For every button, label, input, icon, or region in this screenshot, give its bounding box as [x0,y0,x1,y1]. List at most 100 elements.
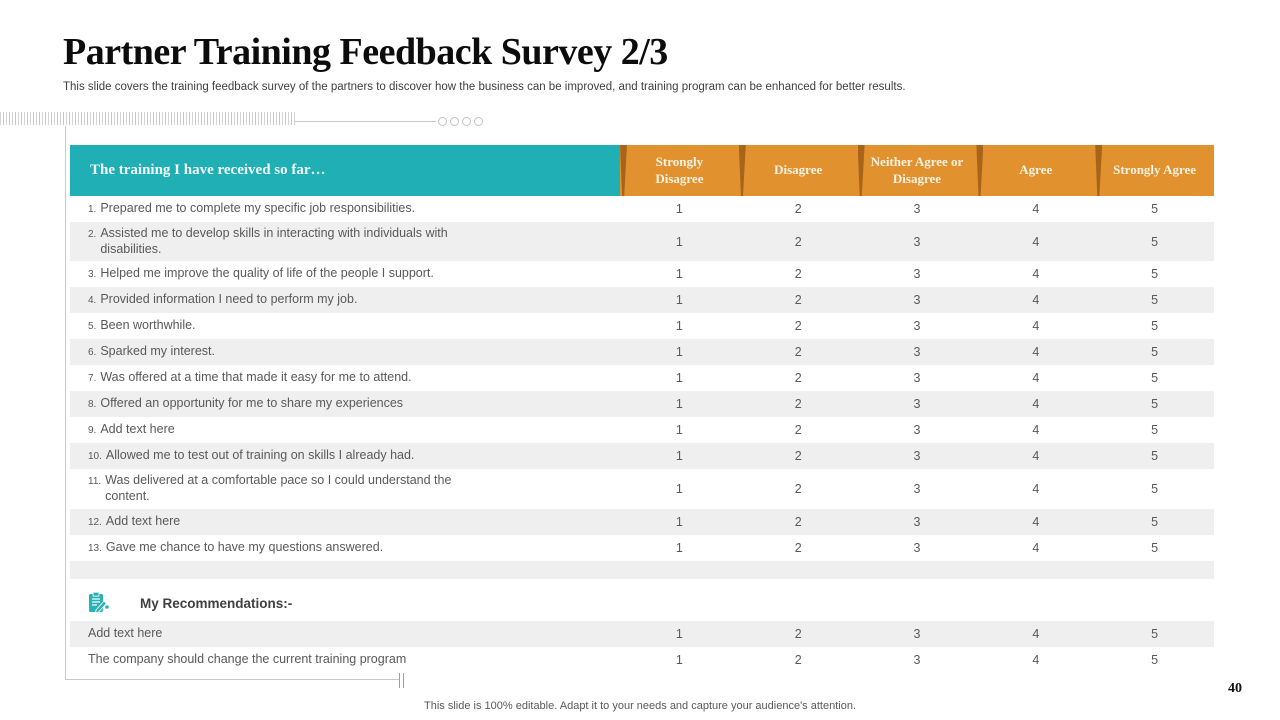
statement-text: Was offered at a time that made it easy … [100,370,412,385]
statement-text[interactable]: Add text here [105,513,181,528]
rating-value-cell: 3 [913,345,921,360]
recommendations-body: Add text here 1 2 3 4 5 The company should cha… [70,620,1214,673]
footer-note: This slide is 100% editable. Adapt it to… [424,700,856,712]
rating-value-cell: 4 [1032,423,1040,438]
barcode-decoration [0,112,295,125]
rating-value-cell: 3 [913,319,921,334]
rating-value-cell: 3 [913,423,921,438]
statement-text[interactable]: Add text here [100,422,175,437]
survey-table: The training I have received so far… Str… [70,145,1214,673]
statement-cell: 2. Assisted me to develop skills in inter… [70,222,620,261]
row-number: 7. [88,373,97,385]
statement-text: Prepared me to complete my specific job … [100,201,416,216]
rating-value-cell: 4 [1032,514,1040,529]
statement-cell: 5. Been worthwhile. [70,313,620,339]
statement-cell: 7. Was offered at a time that made it eas… [70,365,620,391]
recommendation-row: Add text here 1 2 3 4 5 [70,620,1214,647]
statement-cell: 13. Gave me chance to have my questions a… [70,535,620,561]
column-header: Strongly Agree [1095,145,1214,196]
row-number: 11. [88,476,102,488]
table-row: 1. Prepared me to complete my specific jo… [70,196,1214,222]
rating-value-cell: 5 [1151,319,1159,334]
rating-value-cell: 1 [675,267,683,282]
page-number: 40 [1228,681,1242,696]
ribbon-fold-icon [857,145,865,196]
row-number: 4. [88,295,97,307]
circle-icon [462,117,471,126]
bottom-bracket-line [65,679,399,680]
rating-value-cell: 5 [1151,397,1159,412]
row-number: 13. [88,542,102,554]
ribbon-fold-icon [1095,145,1103,196]
rating-value-cell: 2 [794,202,802,216]
rating-value-cell: 5 [1151,449,1159,464]
rating-value-cell: 2 [794,423,802,438]
rating-value-cell: 4 [1032,652,1040,667]
rating-value-cell: 1 [675,481,683,496]
rating-value-cell: 1 [675,371,683,386]
divider-line [295,121,436,122]
rating-value-cell: 3 [913,397,921,412]
table-body: 1. Prepared me to complete my specific jo… [70,196,1214,561]
rating-value-cell: 5 [1151,481,1159,496]
rating-value-cell: 5 [1151,514,1159,529]
rating-value-cell: 1 [675,293,683,308]
table-row: 12. Add text here 1 2 3 4 5 [70,508,1214,535]
recommendation-cell: The company should change the current tr… [70,647,620,673]
statement-text: Was delivered at a comfortable pace so I… [105,473,452,503]
table-row: 5. Been worthwhile. 1 2 3 4 5 [70,313,1214,340]
bracket-end-ticks [399,671,404,688]
circle-icon [474,117,483,126]
rating-value-cell: 2 [794,345,802,360]
rating-value-cell: 3 [913,481,921,496]
table-row: 10. Allowed me to test out of training on… [70,443,1214,470]
recommendation-row: The company should change the current tr… [70,646,1214,673]
rating-value-cell: 2 [794,481,802,496]
ribbon-fold-icon [976,145,984,196]
rating-value-cell: 5 [1151,234,1159,249]
table-row: 8. Offered an opportunity for me to share… [70,391,1214,418]
rating-value-cell: 5 [1151,652,1159,667]
rating-value-cell: 2 [794,652,802,667]
rating-value-cell: 3 [913,449,921,464]
column-header-label: Disagree [774,162,823,178]
statement-text: Gave me chance to have my questions answ… [105,539,384,554]
row-number: 12. [88,516,102,528]
column-header-label: Agree [1019,162,1053,178]
rating-value-cell: 4 [1032,267,1040,282]
recommendation-text[interactable]: Add text here [88,625,163,640]
left-bracket-line [65,126,66,680]
statement-column-header: The training I have received so far… [70,145,620,196]
row-number: 10. [88,451,102,463]
statement-cell: 10. Allowed me to test out of training on… [70,443,620,469]
rating-value-cell: 4 [1032,626,1040,641]
row-number: 8. [88,399,97,411]
table-row: 13. Gave me chance to have my questions a… [70,534,1214,561]
rating-value-cell: 4 [1032,540,1040,555]
page-subtitle: This slide covers the training feedback … [63,81,906,93]
table-row: 11. Was delivered at a comfortable pace s… [70,469,1214,509]
circle-icon [450,117,459,126]
table-row: 7. Was offered at a time that made it eas… [70,365,1214,392]
rating-value-cell: 2 [794,514,802,529]
row-number: 1. [88,204,97,216]
ribbon-fold-icon [738,145,746,196]
rating-value-cell: 2 [794,371,802,386]
table-row: 2. Assisted me to develop skills in inter… [70,222,1214,262]
rating-value-cell: 4 [1032,234,1040,249]
rating-value-cell: 4 [1032,397,1040,412]
rating-value-cell: 1 [675,449,683,464]
column-header: Disagree [738,145,858,196]
rating-value-cell: 4 [1032,449,1040,464]
column-header: Agree [976,145,1096,196]
statement-text: Helped me improve the quality of life of… [100,266,434,281]
rating-value-cell: 2 [794,626,802,641]
statement-text: Offered an opportunity for me to share m… [100,396,404,411]
table-row: 9. Add text here 1 2 3 4 5 [70,417,1214,444]
rating-value-cell: 5 [1151,371,1159,386]
table-row: 6. Sparked my interest. 1 2 3 4 5 [70,339,1214,366]
rating-value-cell: 2 [794,234,802,249]
statement-text: Assisted me to develop skills in interac… [100,226,448,256]
circles-decoration [438,117,483,126]
rating-value-cell: 1 [675,345,683,360]
